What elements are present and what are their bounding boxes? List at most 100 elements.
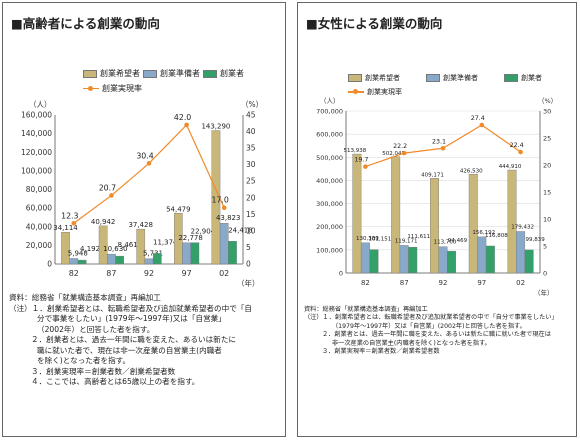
bar-aspirant (391, 156, 401, 274)
bar-founder (152, 253, 162, 265)
y2-tick-label: 20 (246, 193, 256, 202)
legend-preparer-label: 創業準備者 (443, 74, 478, 82)
legend-founder-label: 創業者 (521, 74, 542, 82)
bar-value-label: 99,839 (526, 237, 546, 243)
bar-value-label: 179,432 (511, 224, 534, 230)
x-tick-label: 02 (516, 279, 525, 287)
rate-value-label: 42.0 (174, 113, 191, 122)
bar-preparer (438, 246, 448, 274)
rate-point (440, 145, 446, 151)
x-tick-label: 97 (182, 269, 192, 278)
bar-value-label: 111,611 (407, 234, 430, 240)
note-source: 資料：総務省「就業構造基本調査」再編加工 (304, 306, 428, 313)
y-axis-unit: （人） (29, 100, 52, 109)
bar-value-label: 143,290 (201, 123, 230, 131)
note-1c: （2002年）と回答した者を指す。 (37, 324, 155, 334)
x-tick-label: 82 (69, 269, 79, 278)
y-tick-label: 20,000 (26, 241, 52, 250)
y-tick-label: 400,000 (316, 177, 343, 185)
y-tick-label: 160,000 (21, 111, 52, 120)
x-tick-label: 97 (477, 279, 486, 287)
x-tick-label: 82 (361, 279, 370, 287)
y-tick-label: 100,000 (21, 166, 52, 175)
y-tick-label: 120,000 (21, 148, 52, 157)
bar-preparer (144, 258, 154, 265)
bar-aspirant (98, 225, 108, 265)
legend-rate-label: 創業実現率 (102, 84, 142, 93)
rate-point (146, 161, 152, 166)
rate-value-label: 22.2 (393, 143, 407, 150)
x-tick-label: 87 (106, 269, 116, 278)
bar-founder (369, 249, 379, 274)
bar-founder (115, 255, 125, 265)
y-tick-label: 40,000 (26, 222, 52, 231)
y2-tick-label: 5 (543, 243, 547, 251)
rate-line (365, 124, 521, 168)
bar-value-label: 502,047 (382, 151, 405, 157)
y2-axis-unit: （%） (241, 100, 263, 109)
note-1b: 分で事業をしたい」(1979年〜1997年)又は「自営業」 (37, 314, 226, 323)
bar-value-label: 43,823 (216, 214, 241, 222)
bar-preparer (360, 242, 370, 274)
y2-tick-label: 30 (543, 108, 551, 116)
rate-point (479, 122, 485, 128)
y-tick-label: 700,000 (316, 108, 343, 116)
note-1b: （1979年〜1997年）又は「自営業」(2002年)と回答した者を指す。 (332, 322, 526, 330)
bar-value-label: 156,192 (472, 230, 495, 236)
bar-value-label: 101,151 (369, 237, 392, 243)
rate-point (401, 150, 407, 156)
bar-value-label: 22,778 (178, 234, 203, 242)
rate-point (109, 193, 114, 198)
legend-aspirant: 創業希望者 (83, 68, 140, 79)
rate-value-label: 22.4 (510, 142, 524, 149)
y-tick-label: 140,000 (21, 129, 52, 138)
y-tick-label: 300,000 (316, 200, 343, 208)
bar-value-label: 8,461 (118, 241, 138, 249)
bar-value-label: 5,948 (68, 249, 88, 257)
rate-value-label: 30.4 (136, 151, 153, 160)
note-2a: ２．創業者とは、過去一年間に職を変えた、あるいは新たに職に就いた者で現在は (322, 331, 551, 339)
legend-aspirant: 創業希望者 (348, 73, 400, 83)
legend-founder-label: 創業者 (220, 69, 244, 78)
note-2b: 職に就いた者で、現在は非一次産業の自営業主(内職者 (37, 345, 222, 355)
bar-value-label: 4,192 (80, 245, 100, 253)
bar-value-label: 94,469 (448, 238, 468, 244)
y2-tick-label: 40 (246, 127, 256, 136)
bar-founder (77, 259, 87, 265)
x-axis-unit: （年） (534, 288, 554, 297)
legend-rate: 創業実現率 (348, 87, 402, 97)
legend-rate: 創業実現率 (83, 83, 142, 94)
bar-aspirant (507, 169, 517, 274)
elderly-chart-panel: ■高齢者による創業の動向 創業希望者 創業準備者 創業者 創業実現率 0 20,0… (2, 2, 286, 437)
bar-value-label: 119,171 (395, 238, 418, 244)
rate-point (363, 164, 368, 169)
y2-tick-label: 45 (246, 111, 256, 120)
x-tick-label: 87 (400, 279, 409, 287)
note-3: ３．創業実現率＝創業者数／創業希望者数 (322, 348, 440, 356)
legend-founder: 創業者 (504, 73, 542, 83)
bar-value-label: 11,374 (153, 238, 178, 246)
elderly-chart-title: ■高齢者による創業の動向 (11, 16, 160, 31)
rate-point (184, 122, 189, 128)
women-notes: 資料：総務省「就業構造基本調査」再編加工 （注）１．創業希望者とは、転職希望者及… (304, 306, 558, 356)
legend-preparer-swatch (426, 74, 440, 82)
bar-preparer (107, 253, 116, 265)
legend-founder-swatch (504, 74, 518, 82)
note-3: ３．創業実現率＝創業者数／創業希望者数 (31, 366, 176, 376)
bar-value-label: 113,700 (434, 240, 457, 246)
note-1a: （注）１．創業希望者とは、転職希望者及び追加就業希望者の中で「自分で事業をしたい… (304, 314, 558, 322)
y-tick-label: 60,000 (26, 204, 52, 213)
y-tick-label: 80,000 (26, 185, 52, 194)
y2-tick-label: 0 (543, 270, 547, 278)
note-1a: （注）１．創業希望者とは、転職希望者及び追加就業希望者の中で「自 (9, 303, 252, 313)
note-2c: を除く)となった者を指す。 (37, 356, 131, 365)
x-tick-label: 02 (219, 269, 229, 278)
y-tick-label: 0 (47, 260, 52, 269)
bar-value-label: 37,428 (128, 221, 153, 229)
rate-value-label: 12.3 (61, 211, 78, 220)
bar-aspirant (468, 174, 478, 274)
y-tick-label: 0 (339, 270, 343, 278)
bar-aspirant (173, 213, 183, 265)
bar-aspirant (61, 232, 70, 265)
rate-line (73, 123, 225, 224)
